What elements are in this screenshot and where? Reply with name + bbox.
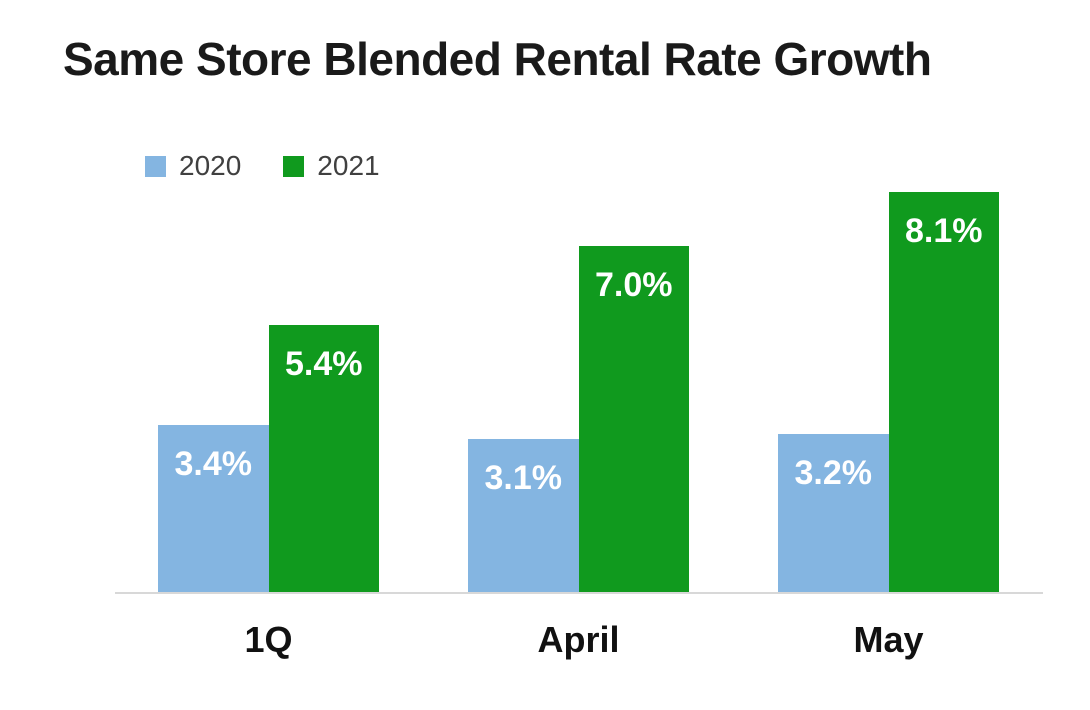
bar-value-label: 3.1% [484, 459, 563, 497]
legend-item-2021: 2021 [283, 150, 380, 181]
legend-item-2020: 2020 [145, 152, 241, 180]
legend-label: 2021 [317, 150, 380, 181]
bar-value-label: 8.1% [905, 212, 983, 250]
x-axis-label-may: May [853, 619, 924, 660]
bar-2020-1q: 3.4% [158, 425, 269, 593]
bar-2020-may: 3.2% [778, 434, 889, 593]
legend-swatch-icon [145, 155, 166, 177]
legend-label: 2020 [179, 150, 242, 181]
chart-legend: 2020 2021 [145, 152, 380, 180]
bar-value-label: 5.4% [285, 345, 363, 383]
bar-value-label: 3.2% [794, 454, 873, 492]
plot-area: 3.4% 5.4% 3.1% 7.0% 3.2% 8.1% [0, 147, 1090, 593]
bar-2021-1q: 5.4% [268, 325, 379, 593]
bar-2020-april: 3.1% [468, 439, 579, 593]
bar-group-1q: 3.4% 5.4% [158, 325, 379, 593]
bar-2021-april: 7.0% [578, 246, 689, 593]
bar-value-label: 7.0% [595, 266, 673, 304]
bar-value-label: 3.4% [174, 445, 253, 483]
bar-2021-may: 8.1% [888, 192, 999, 593]
legend-swatch-icon [283, 155, 305, 177]
bar-group-april: 3.1% 7.0% [468, 246, 689, 593]
x-axis-baseline [115, 592, 1043, 594]
x-axis-labels: 1Q April May [0, 618, 1090, 678]
x-axis-label-april: April [537, 619, 620, 660]
chart-title: Same Store Blended Rental Rate Growth [63, 33, 932, 85]
x-axis-label-1q: 1Q [244, 619, 293, 660]
bar-group-may: 3.2% 8.1% [778, 192, 999, 593]
